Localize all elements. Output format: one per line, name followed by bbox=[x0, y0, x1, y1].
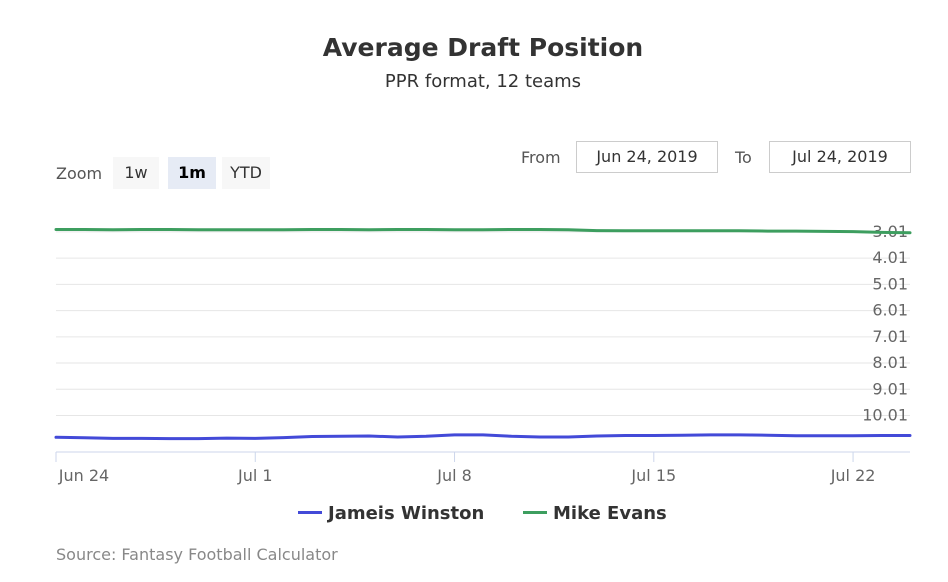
series-line-mike-evans[interactable] bbox=[54, 228, 912, 235]
x-tick-label: Jul 1 bbox=[237, 466, 273, 485]
chart-subtitle: PPR format, 12 teams bbox=[384, 71, 582, 92]
zoom-1w-button[interactable]: 1w bbox=[113, 157, 159, 189]
x-tick-label: Jul 22 bbox=[830, 466, 876, 485]
y-tick-label: 7.01 bbox=[872, 327, 908, 346]
legend-swatch-jameis-winston bbox=[298, 510, 322, 514]
x-axis-labels: Jun 24 Jul 1 Jul 8 Jul 15 Jul 22 bbox=[55, 452, 876, 485]
y-tick-label: 8.01 bbox=[872, 353, 908, 372]
x-tick-label: Jun 24 bbox=[58, 466, 109, 485]
y-tick-label: 4.01 bbox=[872, 248, 908, 267]
grid-layer bbox=[56, 231, 910, 417]
zoom-ytd-button[interactable]: YTD bbox=[222, 157, 270, 189]
from-label: From bbox=[521, 148, 561, 167]
y-tick-label: 9.01 bbox=[872, 379, 908, 398]
legend-label: Mike Evans bbox=[553, 503, 667, 524]
to-date-input[interactable]: Jul 24, 2019 bbox=[769, 141, 911, 173]
to-label: To bbox=[735, 148, 752, 167]
x-tick-label: Jul 8 bbox=[436, 466, 472, 485]
x-tick-label: Jul 15 bbox=[630, 466, 676, 485]
legend-item-mike-evans[interactable]: Mike Evans bbox=[523, 503, 667, 529]
y-tick-label: 6.01 bbox=[872, 301, 908, 320]
from-date-input[interactable]: Jun 24, 2019 bbox=[576, 141, 718, 173]
legend-item-jameis-winston[interactable]: Jameis Winston bbox=[298, 503, 484, 529]
series-layer bbox=[54, 228, 912, 441]
y-tick-label: 5.01 bbox=[872, 274, 908, 293]
chart-title: Average Draft Position bbox=[322, 33, 644, 62]
legend-swatch-mike-evans bbox=[523, 510, 547, 514]
source-credit: Source: Fantasy Football Calculator bbox=[56, 545, 338, 564]
zoom-label: Zoom bbox=[56, 164, 103, 183]
zoom-1m-button[interactable]: 1m bbox=[168, 157, 216, 189]
legend-label: Jameis Winston bbox=[328, 503, 485, 524]
series-line-jameis-winston[interactable] bbox=[54, 433, 912, 441]
y-tick-label: 10.01 bbox=[862, 406, 908, 425]
